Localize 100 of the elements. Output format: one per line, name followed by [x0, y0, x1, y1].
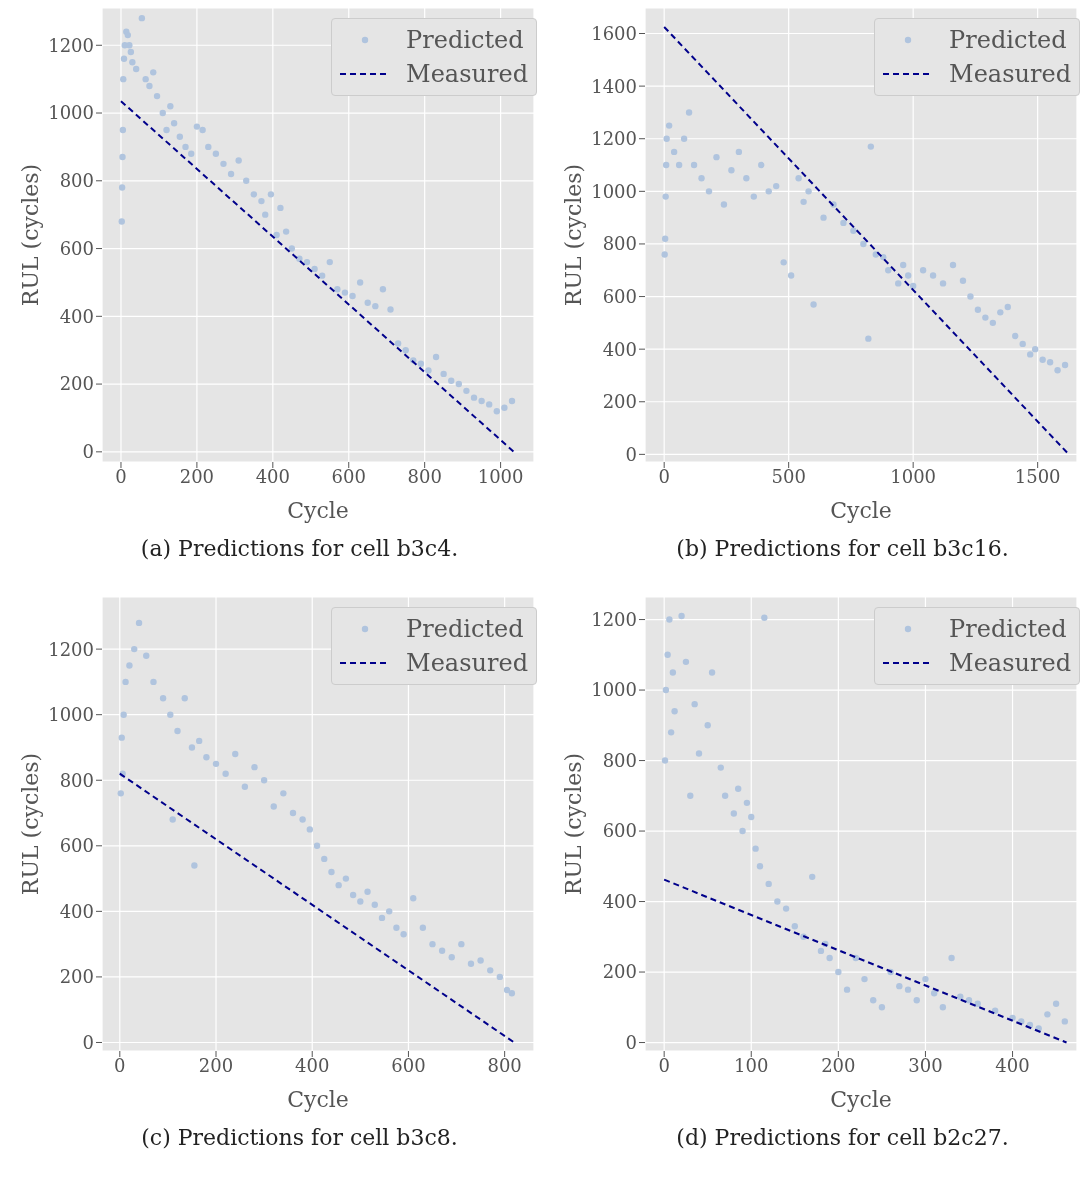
y-axis-title: RUL (cycles) [560, 752, 586, 896]
point [817, 947, 825, 955]
y-axis-title: RUL (cycles) [17, 752, 43, 896]
point [335, 881, 342, 889]
point [419, 924, 427, 931]
y-tick-label: 400 [602, 890, 637, 912]
point [386, 908, 393, 915]
point [458, 940, 465, 948]
point [313, 842, 321, 849]
point [438, 947, 446, 954]
point [174, 727, 181, 735]
point [487, 967, 494, 974]
point [922, 975, 929, 983]
point [826, 954, 833, 962]
y-tick-label: 800 [59, 170, 94, 192]
x-tick-label: 1000 [890, 465, 937, 487]
point [782, 905, 790, 912]
y-tick-label: 1200 [591, 608, 637, 630]
point [118, 734, 125, 741]
point [212, 760, 220, 768]
legend-label: Predicted [949, 614, 1067, 645]
x-tick-label: 600 [331, 465, 366, 487]
x-tick-label: 200 [821, 1054, 856, 1076]
x-tick-label: 200 [179, 465, 215, 487]
point [721, 792, 729, 799]
y-tick-label: 1000 [48, 704, 94, 726]
point [232, 750, 239, 758]
point [671, 708, 678, 715]
y-tick-label: 1000 [48, 102, 94, 124]
x-tick-label: 500 [771, 465, 806, 487]
y-tick-label: 800 [602, 749, 637, 771]
y-tick-label: 600 [59, 237, 94, 259]
x-tick-label: 800 [487, 1054, 522, 1076]
point [761, 614, 768, 621]
y-tick-label: 200 [602, 391, 637, 413]
point [662, 686, 670, 694]
point [717, 764, 724, 771]
point [169, 816, 176, 823]
point [188, 744, 196, 751]
y-tick-label: 1600 [591, 22, 637, 44]
y-tick-label: 400 [602, 338, 637, 360]
y-tick-label: 0 [82, 1031, 94, 1053]
point [241, 783, 249, 790]
point [181, 695, 188, 702]
point [371, 901, 378, 908]
point [682, 658, 690, 666]
x-tick-label: 0 [658, 465, 670, 487]
text: (a) Predictions for cell b3c4. [139, 536, 460, 561]
point [364, 888, 371, 895]
point [167, 711, 174, 718]
point [704, 722, 711, 729]
point [410, 895, 417, 902]
legend-label: Predicted [406, 25, 524, 56]
point [756, 863, 764, 870]
x-axis-title: Cycle [287, 498, 349, 523]
point [448, 954, 455, 961]
y-tick-label: 1200 [591, 128, 637, 150]
y-tick-label: 400 [59, 305, 94, 327]
point [120, 711, 127, 718]
y-tick-label: 0 [625, 1031, 637, 1053]
y-tick-label: 1200 [48, 638, 94, 660]
point [508, 990, 516, 997]
point [135, 619, 143, 627]
text: (c) Predictions for cell b3c8. [140, 1125, 459, 1150]
point [730, 810, 738, 817]
y-tick-label: 0 [82, 441, 94, 463]
point [904, 986, 912, 993]
point [948, 954, 955, 962]
point [191, 862, 198, 869]
y-tick-label: 600 [602, 285, 637, 307]
point [126, 662, 133, 669]
point [791, 923, 799, 930]
point [260, 777, 268, 784]
y-tick-label: 200 [59, 373, 94, 395]
y-tick-label: 1200 [48, 34, 94, 56]
x-tick-label: 0 [114, 1054, 126, 1076]
point [342, 875, 350, 882]
point [400, 931, 407, 938]
legend-label: Measured [406, 648, 528, 679]
point [666, 616, 673, 623]
y-tick-label: 1000 [591, 180, 637, 202]
point [809, 873, 816, 881]
x-tick-label: 400 [995, 1054, 1030, 1076]
point [939, 1004, 947, 1011]
point [159, 695, 167, 702]
point [765, 880, 772, 888]
point [306, 826, 314, 833]
point [957, 993, 964, 1000]
x-tick-label: 0 [658, 1054, 670, 1076]
point [667, 729, 675, 736]
point [1044, 1011, 1051, 1018]
point [835, 968, 842, 976]
x-tick-label: 300 [908, 1054, 943, 1076]
y-tick-label: 600 [602, 820, 637, 842]
point [774, 898, 781, 905]
point [991, 1007, 999, 1015]
legend-label: Measured [949, 59, 1071, 90]
point [143, 652, 150, 659]
point [869, 997, 877, 1004]
text: (d) Predictions for cell b2c27. [675, 1125, 1010, 1150]
